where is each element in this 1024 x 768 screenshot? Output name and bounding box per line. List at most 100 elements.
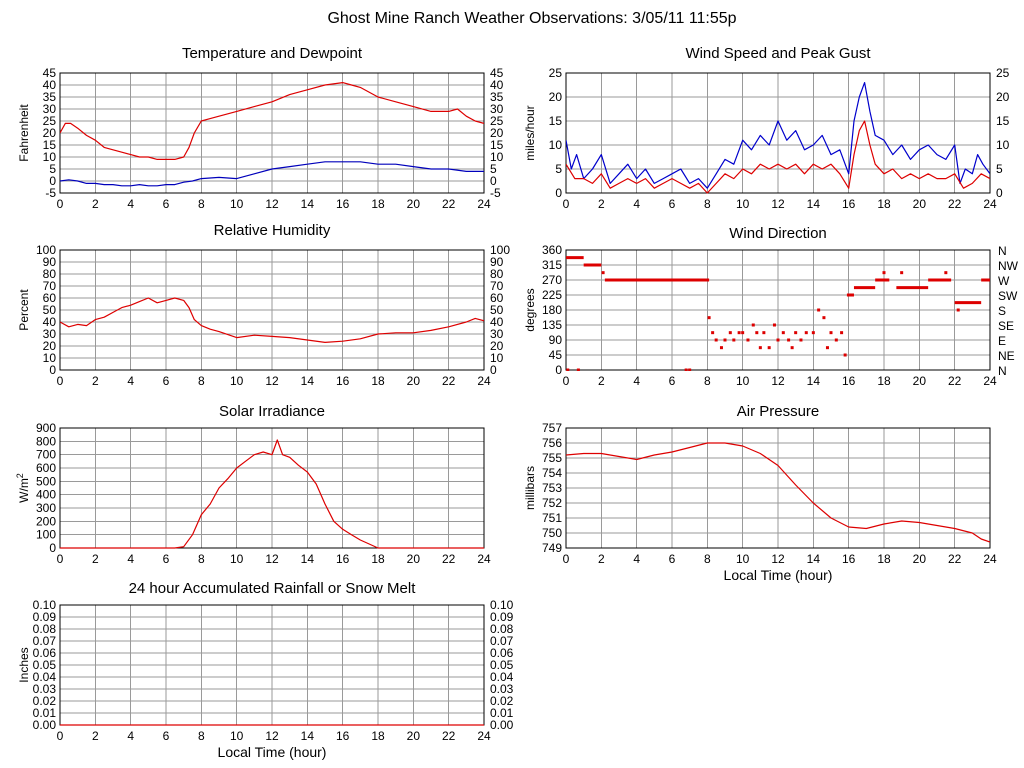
rain-y-tick-label: 0.07 [33, 634, 57, 648]
direction-direction-point [711, 331, 715, 335]
solar-y-tick-label: 600 [36, 461, 56, 475]
humidity-y-tick-label-right: 90 [490, 255, 504, 269]
temperature-y-tick-label: 20 [43, 126, 57, 140]
solar-y-tick-label: 400 [36, 488, 56, 502]
direction-x-tick-label: 12 [771, 374, 785, 388]
direction-direction-point [762, 331, 766, 335]
direction-direction-point [601, 271, 605, 275]
temperature-x-tick-label: 2 [92, 197, 99, 211]
wind-y-tick-label: 20 [549, 90, 563, 104]
direction-compass-label: NW [998, 259, 1019, 273]
pressure-plot-frame [565, 427, 991, 549]
temperature-y-tick-label: 45 [43, 66, 57, 80]
direction-direction-point [776, 338, 780, 342]
direction-x-tick-label: 20 [913, 374, 927, 388]
temperature-y-tick-label: 35 [43, 90, 57, 104]
direction-y-tick-label: 225 [542, 288, 562, 302]
temperature-title: Temperature and Dewpoint [182, 45, 363, 62]
humidity-x-tick-label: 2 [92, 374, 99, 388]
solar-x-tick-label: 8 [198, 552, 205, 566]
solar-y-tick-label: 200 [36, 514, 56, 528]
rain-x-tick-label: 8 [198, 729, 205, 743]
wind-x-tick-label: 14 [807, 197, 821, 211]
pressure-y-tick-label: 754 [542, 466, 562, 480]
rain-x-tick-label: 14 [301, 729, 315, 743]
rain-x-tick-label: 4 [127, 729, 134, 743]
wind-y-tick-label: 25 [549, 66, 563, 80]
temperature-y-tick-label-right: 35 [490, 90, 504, 104]
humidity-y-tick-label: 60 [43, 291, 57, 305]
solar-x-tick-label: 12 [265, 552, 279, 566]
pressure-series-0-line [566, 442, 990, 543]
temperature-y-tick-label: 25 [43, 114, 57, 128]
rain-x-tick-label: 18 [371, 729, 385, 743]
pressure-x-tick-label: 4 [633, 552, 640, 566]
pressure-x-tick-label: 24 [983, 552, 997, 566]
humidity-y-tick-label: 20 [43, 339, 57, 353]
humidity-y-tick-label-right: 0 [490, 363, 497, 377]
pressure-y-tick-label: 757 [542, 421, 562, 435]
direction-x-tick-label: 16 [842, 374, 856, 388]
solar-y-tick-label: 500 [36, 474, 56, 488]
pressure-x-axis-label: Local Time (hour) [724, 567, 833, 583]
direction-x-tick-label: 8 [704, 374, 711, 388]
wind-title: Wind Speed and Peak Gust [685, 45, 871, 62]
humidity-y-tick-label-right: 80 [490, 267, 504, 281]
humidity-y-tick-label-right: 20 [490, 339, 504, 353]
direction-direction-point [822, 316, 826, 320]
wind-x-tick-label: 2 [598, 197, 605, 211]
temperature-y-tick-label-right: 5 [490, 162, 497, 176]
direction-y-tick-label: 360 [542, 243, 562, 257]
solar-y-tick-label: 700 [36, 448, 56, 462]
direction-direction-point [787, 338, 791, 342]
humidity-data [60, 297, 484, 343]
pressure-x-tick-label: 6 [669, 552, 676, 566]
direction-direction-point [956, 308, 960, 312]
temperature-x-tick-label: 4 [127, 197, 134, 211]
rain-y-tick-label: 0.05 [33, 658, 57, 672]
humidity-y-tick-label-right: 70 [490, 279, 504, 293]
pressure-x-tick-label: 10 [736, 552, 750, 566]
humidity-y-tick-label: 100 [36, 243, 56, 257]
direction-direction-point [714, 338, 718, 342]
temperature-data [60, 81, 484, 187]
temperature-y-tick-label-right: 20 [490, 126, 504, 140]
solar-x-tick-label: 0 [57, 552, 64, 566]
humidity-y-axis-label: Percent [17, 289, 31, 331]
humidity-series-0-line [60, 297, 484, 343]
solar-x-tick-label: 20 [407, 552, 421, 566]
wind-x-tick-label: 24 [983, 197, 997, 211]
humidity-x-tick-label: 24 [477, 374, 491, 388]
direction-direction-point [825, 346, 829, 350]
humidity-title: Relative Humidity [214, 222, 331, 239]
rain-x-tick-label: 0 [57, 729, 64, 743]
wind-series-1-line [566, 120, 990, 194]
temperature-y-tick-label-right: 30 [490, 102, 504, 116]
direction-direction-point [688, 368, 692, 371]
rain-y-tick-label-right: 0.08 [490, 622, 514, 636]
humidity-x-tick-label: 8 [198, 374, 205, 388]
direction-direction-point [566, 368, 570, 371]
rain-y-tick-label-right: 0.07 [490, 634, 514, 648]
direction-compass-label: SW [998, 289, 1018, 303]
wind-x-tick-label: 20 [913, 197, 927, 211]
direction-plot-frame [565, 249, 991, 371]
solar-y-tick-label: 900 [36, 421, 56, 435]
rain-x-axis-label: Local Time (hour) [218, 744, 327, 760]
direction-x-tick-label: 0 [563, 374, 570, 388]
page-title: Ghost Mine Ranch Weather Observations: 3… [327, 10, 736, 27]
direction-direction-point [794, 331, 798, 335]
direction-title: Wind Direction [729, 225, 827, 242]
humidity-y-tick-label: 70 [43, 279, 57, 293]
rain-y-tick-label-right: 0.02 [490, 694, 514, 708]
direction-x-tick-label: 18 [877, 374, 891, 388]
direction-direction-point [576, 368, 580, 371]
humidity-y-tick-label: 50 [43, 303, 57, 317]
pressure-y-tick-label: 752 [542, 496, 562, 510]
rain-y-tick-label-right: 0.06 [490, 646, 514, 660]
humidity-x-tick-label: 0 [57, 374, 64, 388]
wind-x-tick-label: 16 [842, 197, 856, 211]
